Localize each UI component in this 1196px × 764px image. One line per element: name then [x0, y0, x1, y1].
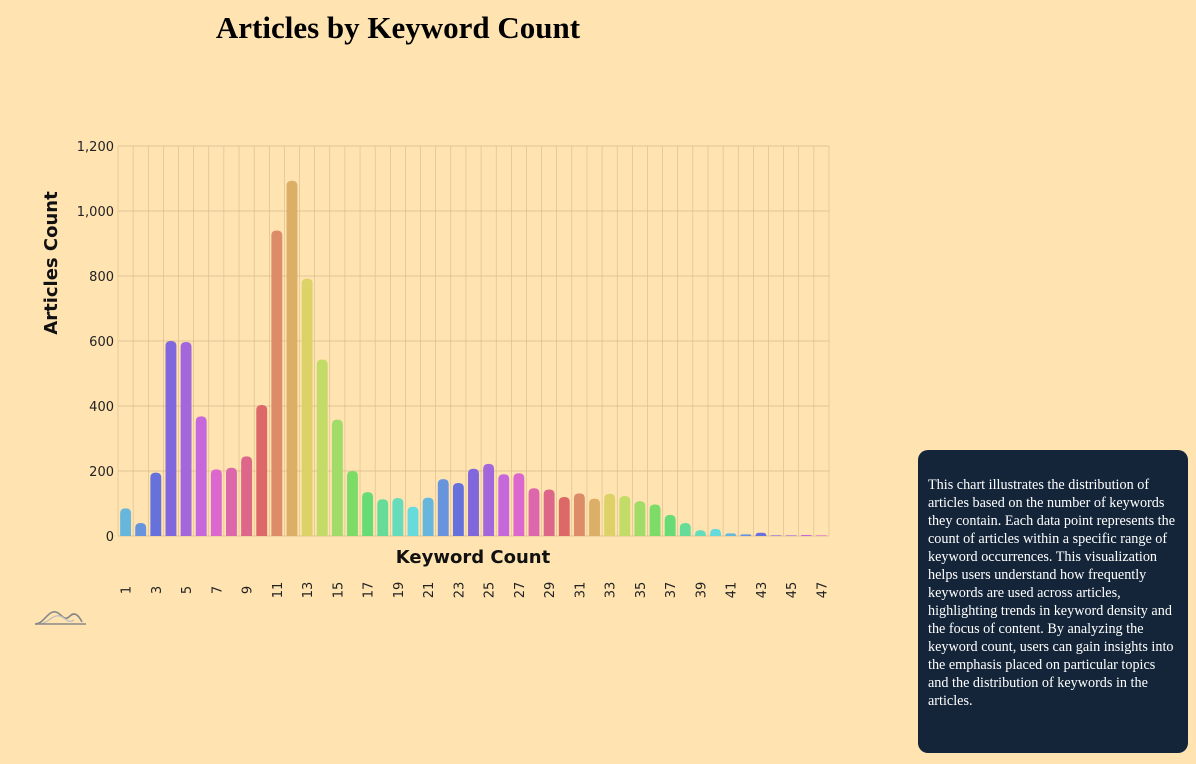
bar-33[interactable] — [604, 493, 616, 536]
x-tick-label: 7 — [210, 586, 225, 594]
x-tick-label: 41 — [725, 582, 740, 599]
bar-47[interactable] — [815, 535, 827, 536]
x-tick-label: 9 — [241, 586, 256, 594]
bar-25[interactable] — [483, 463, 495, 536]
bar-7[interactable] — [210, 469, 222, 536]
bar-4[interactable] — [165, 341, 177, 536]
chart-description-box: This chart illustrates the distribution … — [918, 450, 1188, 753]
bar-16[interactable] — [347, 471, 358, 536]
bar-6[interactable] — [195, 416, 207, 536]
x-tick-label: 17 — [362, 582, 377, 599]
x-tick-label: 43 — [755, 582, 770, 599]
bar-5[interactable] — [180, 341, 192, 536]
bar-28[interactable] — [528, 488, 540, 536]
bar-34[interactable] — [619, 496, 631, 536]
chart-description-text: This chart illustrates the distribution … — [928, 477, 1176, 709]
bar-23[interactable] — [452, 483, 464, 536]
y-tick-label: 800 — [89, 270, 114, 285]
x-tick-label: 3 — [150, 586, 165, 594]
y-tick-label: 400 — [89, 400, 114, 415]
bar-3[interactable] — [150, 472, 162, 536]
x-tick-label: 15 — [331, 582, 346, 599]
x-tick-label: 19 — [392, 582, 407, 599]
bar-27[interactable] — [513, 473, 525, 536]
bar-40[interactable] — [710, 528, 721, 536]
bar-24[interactable] — [468, 468, 479, 536]
x-tick-label: 23 — [452, 582, 467, 599]
y-tick-label: 0 — [106, 530, 114, 545]
y-tick-label: 1,000 — [77, 205, 114, 220]
bar-36[interactable] — [649, 504, 661, 536]
x-axis-ticks: 1 3 5 7 9 11 13 15 17 19 21 23 25 27 29 31 33 35 37 39 41 43 4… — [120, 582, 831, 599]
y-tick-label: 200 — [89, 465, 114, 480]
bar-15[interactable] — [331, 419, 343, 536]
bar-19[interactable] — [392, 497, 404, 536]
chart-grid — [117, 145, 830, 537]
bar-43[interactable] — [755, 532, 767, 536]
bar-13[interactable] — [301, 278, 313, 536]
y-tick-label: 1,200 — [77, 140, 114, 155]
x-tick-label: 47 — [815, 582, 830, 599]
bar-31[interactable] — [573, 493, 585, 536]
bar-12[interactable] — [286, 180, 298, 536]
bar-10[interactable] — [256, 405, 268, 536]
bar-44[interactable] — [770, 535, 782, 536]
x-tick-label: 25 — [483, 582, 498, 599]
bar-26[interactable] — [498, 474, 510, 536]
x-axis-title: Keyword Count — [396, 547, 551, 568]
y-tick-label: 600 — [89, 335, 114, 350]
x-tick-label: 29 — [543, 582, 558, 599]
bar-20[interactable] — [407, 506, 419, 536]
x-tick-label: 31 — [573, 582, 588, 599]
bar-38[interactable] — [679, 523, 691, 536]
bar-17[interactable] — [362, 492, 374, 536]
bar-46[interactable] — [800, 535, 812, 536]
bar-8[interactable] — [226, 467, 237, 536]
bar-1[interactable] — [120, 508, 132, 536]
x-tick-label: 21 — [422, 582, 437, 599]
x-tick-label: 39 — [694, 582, 709, 599]
bar-29[interactable] — [543, 489, 555, 536]
x-tick-label: 45 — [785, 582, 800, 599]
bar-32[interactable] — [589, 498, 600, 536]
y-axis-ticks: 0 200 400 600 800 1,000 1,200 — [77, 140, 114, 545]
bar-39[interactable] — [694, 530, 706, 536]
x-tick-label: 11 — [271, 582, 286, 599]
bar-30[interactable] — [558, 497, 570, 536]
x-tick-label: 35 — [634, 582, 649, 599]
wave-logo-icon[interactable] — [34, 606, 88, 628]
chart-title: Articles by Keyword Count — [215, 10, 581, 45]
bar-35[interactable] — [634, 501, 646, 536]
bar-41[interactable] — [725, 533, 737, 536]
x-tick-label: 1 — [120, 586, 135, 594]
x-tick-label: 27 — [513, 582, 528, 599]
chart-bars — [120, 180, 827, 537]
bar-14[interactable] — [316, 359, 328, 536]
bar-37[interactable] — [664, 514, 676, 536]
x-tick-label: 5 — [180, 586, 195, 594]
bar-42[interactable] — [740, 534, 752, 536]
bar-45[interactable] — [785, 535, 797, 536]
bar-11[interactable] — [271, 230, 283, 537]
y-axis-title: Articles Count — [41, 191, 62, 335]
x-tick-label: 13 — [301, 582, 316, 599]
x-tick-label: 37 — [664, 582, 679, 599]
bar-2[interactable] — [135, 523, 147, 536]
bar-18[interactable] — [377, 499, 389, 536]
x-tick-label: 33 — [604, 582, 619, 599]
bar-9[interactable] — [241, 456, 253, 536]
bar-22[interactable] — [437, 479, 449, 536]
bar-21[interactable] — [422, 497, 434, 536]
